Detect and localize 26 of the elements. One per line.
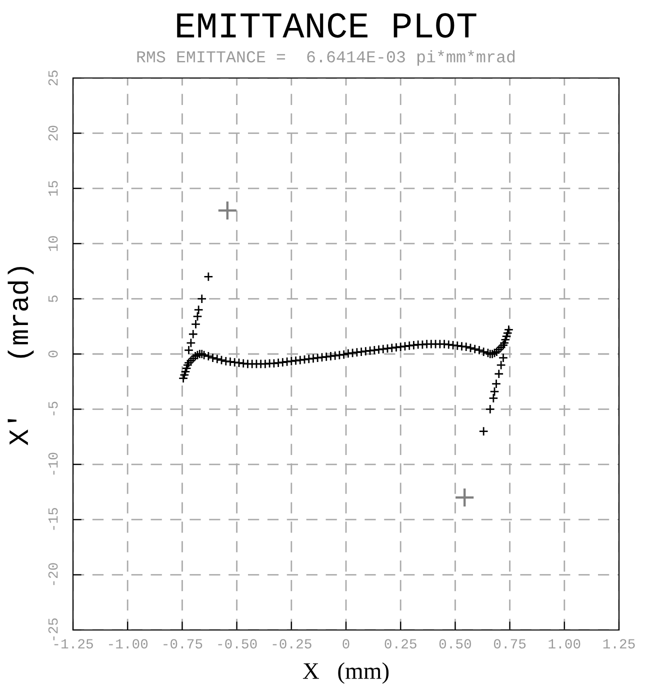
y-tick-label: -20 <box>48 563 58 586</box>
x-tick-label: 1.00 <box>548 639 580 649</box>
x-axis-title: X (mm) <box>302 662 389 684</box>
x-tick-label: -1.25 <box>54 639 93 649</box>
y-tick-label: 5 <box>48 296 58 302</box>
x-tick-label: 0 <box>342 639 350 649</box>
x-tick-label: -1.00 <box>109 639 148 649</box>
y-tick-label: 25 <box>48 70 58 86</box>
y-tick-label: -5 <box>48 402 58 416</box>
x-tick-label: 0.50 <box>439 639 472 649</box>
y-tick-label: 10 <box>48 236 58 251</box>
y-tick-label: -25 <box>48 618 58 640</box>
y-tick-label: 15 <box>48 180 58 196</box>
chart-subtitle: RMS EMITTANCE = 6.6414E-03 pi*mm*mrad <box>137 50 515 66</box>
y-tick-label: -15 <box>48 508 58 530</box>
y-tick-label: 0 <box>48 350 58 358</box>
y-tick-label: -10 <box>48 452 58 475</box>
y-tick-label: 20 <box>48 126 58 141</box>
x-tick-label: -0.50 <box>218 639 257 649</box>
x-tick-label: -0.25 <box>272 639 312 649</box>
x-tick-label: 1.25 <box>603 639 635 649</box>
chart-title: EMITTANCE PLOT <box>177 13 476 38</box>
y-axis-title: X' (mrad) <box>8 266 34 446</box>
x-tick-label: 0.25 <box>384 639 416 649</box>
x-tick-label: 0.75 <box>494 639 526 649</box>
x-tick-label: -0.75 <box>164 639 202 649</box>
